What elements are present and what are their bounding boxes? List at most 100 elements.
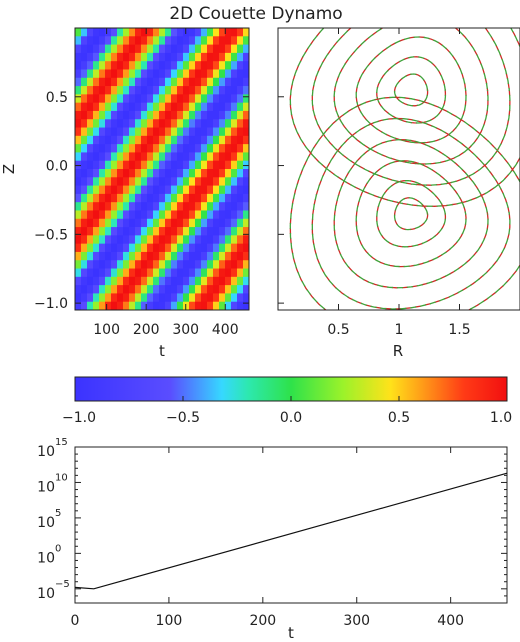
heatmap-cell [201,202,208,211]
heatmap-cell [141,268,148,278]
heatmap-cell [159,69,166,79]
heatmap-cell [141,301,148,311]
heatmap-cell [171,210,178,220]
heatmap-cell [141,77,148,87]
heatmap-cell [165,152,172,162]
heatmap-cell [189,251,196,261]
heatmap-cell [81,285,88,294]
heatmap-cell [237,69,244,79]
line-plot-ytick-label: 100 [37,543,61,566]
heatmap-cell [189,28,196,37]
heatmap-cell [225,61,232,70]
heatmap-cell [195,301,202,311]
heatmap-cell [129,177,136,186]
colorbar-ticks [74,396,508,401]
heatmap-cell [165,119,172,128]
heatmap-cell [237,169,244,178]
heatmap-cell [147,110,154,120]
heatmap-cell [117,227,124,236]
heatmap-cell [81,185,88,195]
heatmap-cell [99,243,106,253]
heatmap-cell [81,268,88,278]
heatmap-cell [243,52,250,62]
heatmap-cell [207,218,214,228]
heatmap-cell [207,260,214,269]
heatmap-cell [159,276,166,286]
heatmap-cell [147,44,154,54]
heatmap-cell [105,169,112,178]
heatmap-cell [231,169,238,178]
heatmap-cell [153,260,160,269]
heatmap-cell [129,61,136,70]
heatmap-ytick-label: 0.5 [46,90,68,106]
heatmap-cell [231,202,238,211]
heatmap-cell [153,160,160,170]
heatmap-cell [159,285,166,294]
heatmap-cell [201,285,208,294]
heatmap-cell [195,110,202,120]
heatmap-cell [207,227,214,236]
heatmap-cell [219,185,226,195]
heatmap-cell [141,169,148,178]
heatmap-cell [129,235,136,245]
heatmap-cell [129,202,136,211]
heatmap-cell [171,177,178,186]
heatmap-cell [93,177,100,186]
heatmap-cell [81,102,88,112]
heatmap-cell [135,110,142,120]
heatmap-cell [87,144,94,153]
heatmap-cell [189,268,196,278]
heatmap-cell [189,227,196,236]
heatmap-cell [225,227,232,236]
heatmap-cell [135,177,142,186]
heatmap-cell [165,210,172,220]
heatmap-cell [111,36,118,45]
heatmap-cell [159,119,166,128]
heatmap-cell [183,185,190,195]
heatmap-cell [81,61,88,70]
heatmap-cell [75,260,82,269]
heatmap-cell [213,210,220,220]
heatmap-cell [153,276,160,286]
heatmap-cell [225,127,232,137]
heatmap-cell [135,243,142,253]
heatmap-cell [93,185,100,195]
heatmap-cell [159,293,166,303]
heatmap-cell [87,293,94,303]
ytick-base: 10 [37,444,55,460]
heatmap-cell [177,260,184,269]
heatmap-cell [195,193,202,203]
heatmap-cell [105,177,112,186]
heatmap-cell [225,218,232,228]
heatmap-cell [219,177,226,186]
heatmap-cell [189,160,196,170]
heatmap-cell [201,301,208,311]
heatmap-cell [201,218,208,228]
heatmap-ytick-labels: −1.0 −0.5 0.0 0.5 [34,90,68,312]
heatmap-cell [81,243,88,253]
heatmap-cell [213,301,220,311]
heatmap-cell [81,144,88,153]
heatmap-cell [81,177,88,186]
heatmap-cell [195,86,202,95]
heatmap-cell [87,127,94,137]
heatmap-cell [189,102,196,112]
heatmap-cell [225,69,232,79]
heatmap-cell [147,301,154,311]
heatmap-cell [147,218,154,228]
heatmap-cell [243,227,250,236]
heatmap-cell [159,227,166,236]
ytick-base: 10 [37,515,55,531]
heatmap-cell [141,102,148,112]
heatmap-cell [213,152,220,162]
heatmap-cell [81,293,88,303]
heatmap-cell [177,86,184,95]
heatmap-cell [81,235,88,245]
heatmap-cell [213,44,220,54]
heatmap-cell [201,152,208,162]
heatmap-cell [141,152,148,162]
heatmap-cell [159,202,166,211]
heatmap-cell [195,235,202,245]
heatmap-cell [75,110,82,120]
